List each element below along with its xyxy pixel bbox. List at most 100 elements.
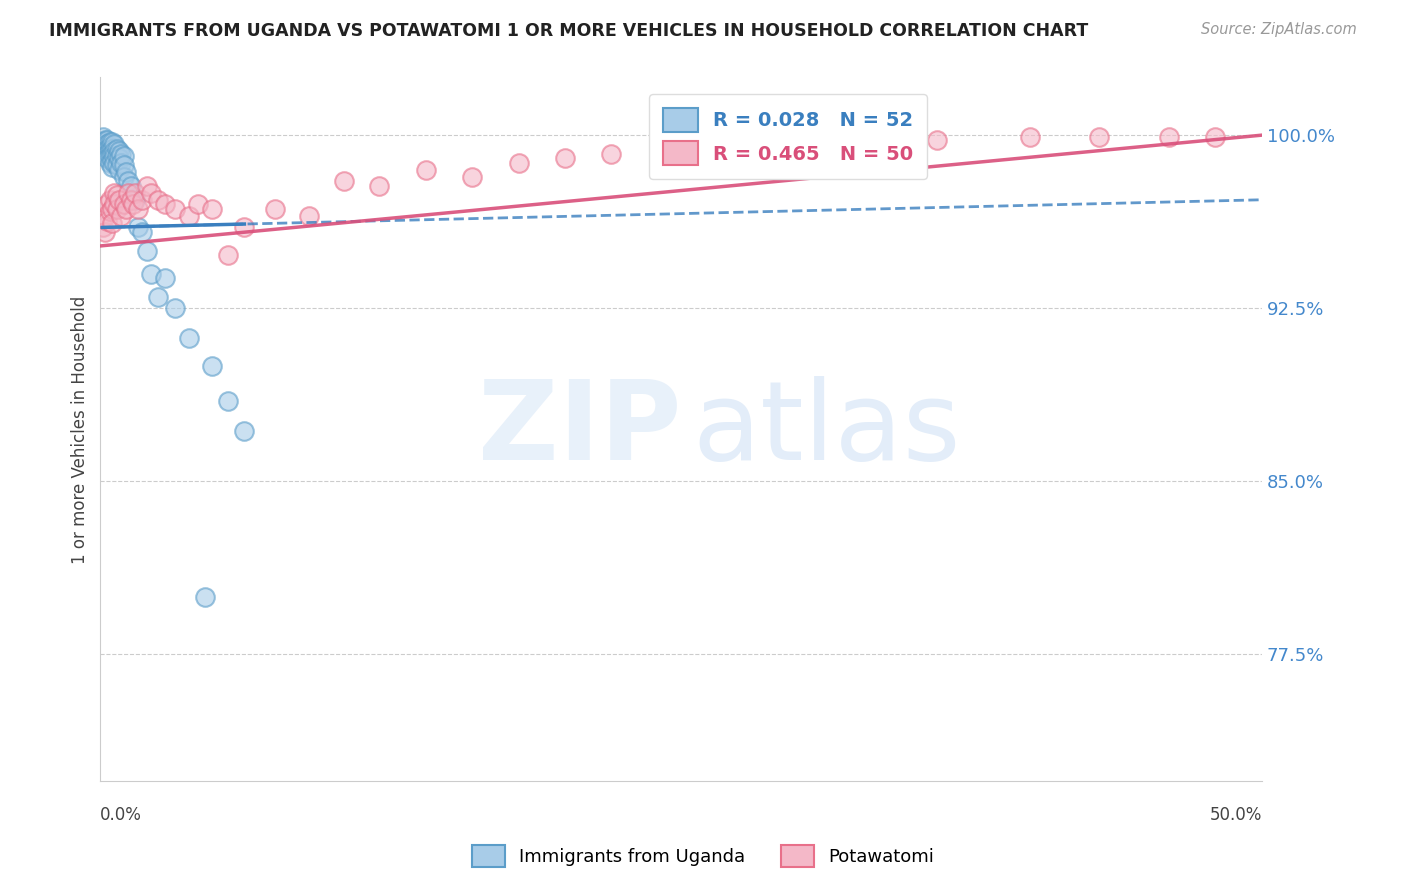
Point [91,220,114,235]
Point [101,135,124,149]
Point [101,142,124,156]
Point [103,137,125,152]
Point [105,149,128,163]
Point [96,133,118,147]
Point [131,193,153,207]
Text: 0.0%: 0.0% [100,806,142,824]
Legend: R = 0.028   N = 52, R = 0.465   N = 50: R = 0.028 N = 52, R = 0.465 N = 50 [650,95,927,178]
Point [112,149,135,163]
Point [94,133,117,147]
Point [98,139,121,153]
Point [148,193,170,207]
Point [120,178,142,193]
Point [740,137,762,152]
Point [1204,130,1226,145]
Point [141,186,163,200]
Point [1157,130,1180,145]
Point [163,202,186,216]
Point [105,142,128,156]
Point [103,186,125,200]
Point [108,145,131,159]
Point [101,161,124,175]
Point [98,204,121,219]
Point [98,156,121,170]
Point [117,174,139,188]
Point [96,137,118,152]
Point [96,146,118,161]
Point [108,162,131,177]
Point [141,267,163,281]
Point [1088,130,1111,145]
Point [98,149,121,163]
Point [101,153,124,168]
Point [101,146,124,161]
Point [201,359,224,373]
Point [148,290,170,304]
Point [115,165,138,179]
Legend: Immigrants from Uganda, Potawatomi: Immigrants from Uganda, Potawatomi [465,838,941,874]
Point [177,331,200,345]
Point [94,139,117,153]
Point [461,169,484,184]
Point [233,424,256,438]
Text: 50.0%: 50.0% [1209,806,1263,824]
Point [131,225,153,239]
Point [122,197,145,211]
Point [187,197,209,211]
Point [96,142,118,156]
Point [368,178,391,193]
Point [1018,130,1040,145]
Point [98,193,121,207]
Point [103,156,125,170]
Point [163,301,186,316]
Point [177,209,200,223]
Point [233,220,256,235]
Point [110,146,132,161]
Point [127,202,149,216]
Point [333,174,356,188]
Point [101,202,124,216]
Point [600,146,623,161]
Point [94,145,117,159]
Point [103,197,125,211]
Point [135,244,157,258]
Point [91,135,114,149]
Point [124,193,146,207]
Point [155,197,177,211]
Point [112,197,135,211]
Point [120,193,142,207]
Point [105,202,128,216]
Text: Source: ZipAtlas.com: Source: ZipAtlas.com [1201,22,1357,37]
Point [217,248,239,262]
Y-axis label: 1 or more Vehicles in Household: 1 or more Vehicles in Household [72,295,89,564]
Point [91,130,114,145]
Point [108,193,131,207]
Point [94,209,117,223]
Point [415,162,437,177]
Point [94,225,117,239]
Point [508,156,530,170]
Point [112,169,135,184]
Point [669,139,692,153]
Point [105,188,128,202]
Point [98,145,121,159]
Text: atlas: atlas [693,376,962,483]
Point [554,151,576,165]
Point [103,145,125,159]
Point [98,135,121,149]
Point [115,202,138,216]
Point [105,158,128,172]
Point [263,202,285,216]
Point [96,197,118,211]
Point [925,133,948,147]
Point [194,590,217,604]
Point [155,271,177,285]
Point [112,158,135,172]
Point [832,133,855,147]
Point [117,186,139,200]
Point [127,220,149,235]
Point [103,149,125,163]
Text: ZIP: ZIP [478,376,681,483]
Point [101,216,124,230]
Point [201,202,224,216]
